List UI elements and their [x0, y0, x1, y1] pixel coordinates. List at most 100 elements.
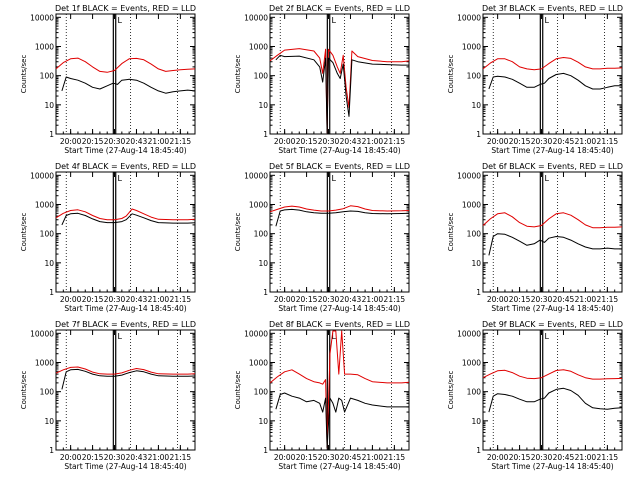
top-mark-label: L — [331, 16, 336, 25]
x-tick-label: 20:15 — [509, 295, 531, 304]
lld-series-line — [269, 330, 410, 449]
x-tick-label: 21:15 — [170, 453, 192, 462]
events-series-line — [275, 392, 409, 449]
chart-title: Det 2f BLACK = Events, RED = LLD — [269, 4, 410, 13]
lld-series-line — [482, 369, 623, 380]
chart-panel-3: Det 3f BLACK = Events, RED = LLD 1 10 100 10… — [447, 4, 623, 155]
y-tick-label: 10000 — [30, 171, 54, 180]
plot-frame — [55, 171, 196, 293]
chart-title: Det 5f BLACK = Events, RED = LLD — [269, 162, 410, 171]
plot-frame — [482, 13, 623, 135]
y-tick-label: 10 — [471, 417, 481, 426]
top-mark-label: L — [331, 332, 336, 341]
x-tick-label: 21:00 — [148, 295, 170, 304]
x-axis-label: Start Time (27-Aug-14 18:45:40) — [64, 462, 186, 471]
x-axis-label: Start Time (27-Aug-14 18:45:40) — [491, 462, 613, 471]
x-tick-label: 21:00 — [148, 453, 170, 462]
plot-frame — [269, 171, 410, 293]
x-tick-label: 20:15 — [82, 453, 104, 462]
x-axis-label: Start Time (27-Aug-14 18:45:40) — [491, 146, 613, 155]
x-tick-label: 20:45 — [340, 453, 362, 462]
x-tick-label: 20:30 — [104, 137, 126, 146]
x-tick-label: 21:00 — [575, 453, 597, 462]
x-tick-label: 21:15 — [170, 137, 192, 146]
chart-panel-4: Det 4f BLACK = Events, RED = LLD 1 10 100 10… — [20, 162, 196, 313]
top-mark-label: L — [544, 16, 549, 25]
x-tick-label: 20:00 — [487, 295, 509, 304]
x-tick-label: 20:00 — [274, 137, 296, 146]
y-tick-label: 10000 — [244, 13, 268, 22]
events-series-line — [275, 208, 410, 227]
x-tick-label: 20:30 — [318, 295, 340, 304]
x-tick-label: 20:45 — [553, 453, 575, 462]
y-tick-label: 10000 — [457, 171, 481, 180]
x-tick-label: 20:30 — [531, 137, 553, 146]
y-tick-label: 10 — [471, 101, 481, 110]
y-tick-label: 1 — [49, 446, 54, 455]
y-axis-label: Counts/sec — [447, 371, 455, 410]
events-series-line — [275, 54, 409, 134]
x-tick-label: 21:15 — [384, 295, 406, 304]
plot-frame — [482, 329, 623, 451]
y-axis-label: Counts/sec — [234, 213, 242, 252]
x-tick-label: 20:15 — [82, 137, 104, 146]
y-tick-label: 1 — [476, 446, 481, 455]
y-tick-label: 10000 — [244, 171, 268, 180]
y-tick-label: 100 — [40, 388, 55, 397]
x-tick-label: 20:15 — [509, 137, 531, 146]
x-tick-label: 20:30 — [531, 453, 553, 462]
lld-series-line — [55, 57, 196, 73]
x-tick-label: 20:15 — [509, 453, 531, 462]
x-tick-label: 20:15 — [296, 137, 318, 146]
y-tick-label: 100 — [254, 72, 269, 81]
y-tick-label: 1 — [476, 130, 481, 139]
y-tick-label: 100 — [254, 388, 269, 397]
lld-series-line — [482, 212, 623, 229]
chart-panel-9: Det 9f BLACK = Events, RED = LLD 1 10 100 10… — [447, 320, 623, 471]
y-tick-label: 10 — [258, 259, 268, 268]
x-tick-label: 21:15 — [597, 295, 619, 304]
top-mark-label: L — [544, 174, 549, 183]
x-tick-label: 21:00 — [362, 137, 384, 146]
top-mark-label: L — [117, 16, 122, 25]
lld-series-line — [55, 208, 196, 221]
y-tick-label: 10 — [471, 259, 481, 268]
y-axis-label: Counts/sec — [20, 213, 28, 252]
x-tick-label: 21:00 — [362, 453, 384, 462]
x-axis-label: Start Time (27-Aug-14 18:45:40) — [278, 462, 400, 471]
y-tick-label: 1000 — [249, 200, 268, 209]
y-tick-label: 100 — [467, 230, 482, 239]
y-axis-label: Counts/sec — [20, 371, 28, 410]
lld-series-line — [482, 57, 623, 71]
chart-panel-7: Det 7f BLACK = Events, RED = LLD 1 10 100 10… — [20, 320, 196, 471]
y-tick-label: 10 — [258, 101, 268, 110]
x-tick-label: 20:30 — [104, 295, 126, 304]
y-tick-label: 10000 — [457, 13, 481, 22]
x-tick-label: 20:00 — [60, 137, 82, 146]
top-mark-label: L — [331, 174, 336, 183]
x-tick-label: 20:30 — [531, 295, 553, 304]
chart-title: Det 8f BLACK = Events, RED = LLD — [269, 320, 410, 329]
y-axis-label: Counts/sec — [447, 55, 455, 94]
x-tick-label: 20:00 — [60, 295, 82, 304]
chart-title: Det 1f BLACK = Events, RED = LLD — [55, 4, 196, 13]
y-tick-label: 1000 — [35, 358, 54, 367]
y-tick-label: 1 — [49, 130, 54, 139]
chart-panel-8: Det 8f BLACK = Events, RED = LLD 1 10 100 10… — [234, 320, 410, 471]
chart-title: Det 9f BLACK = Events, RED = LLD — [482, 320, 623, 329]
y-tick-label: 10000 — [244, 329, 268, 338]
x-tick-label: 20:00 — [274, 453, 296, 462]
chart-title: Det 3f BLACK = Events, RED = LLD — [482, 4, 623, 13]
y-tick-label: 100 — [40, 72, 55, 81]
chart-title: Det 4f BLACK = Events, RED = LLD — [55, 162, 196, 171]
top-mark-label: L — [544, 332, 549, 341]
x-axis-label: Start Time (27-Aug-14 18:45:40) — [64, 304, 186, 313]
lld-series-line — [269, 205, 410, 213]
plot-frame — [269, 329, 410, 451]
events-series-line — [61, 368, 196, 390]
x-tick-label: 20:15 — [296, 453, 318, 462]
y-axis-label: Counts/sec — [234, 55, 242, 94]
x-tick-label: 21:15 — [384, 453, 406, 462]
plot-frame — [55, 13, 196, 135]
